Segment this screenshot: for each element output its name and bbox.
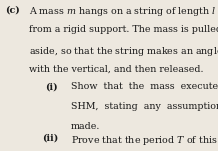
Text: (i): (i) <box>45 82 57 91</box>
Text: with the vertical, and then released.: with the vertical, and then released. <box>29 64 204 73</box>
Text: Prove that the period $T$ of this: Prove that the period $T$ of this <box>71 134 218 147</box>
Text: SHM,  stating  any  assumptions: SHM, stating any assumptions <box>71 102 218 111</box>
Text: aside, so that the string makes an angle $\theta$: aside, so that the string makes an angle… <box>29 45 218 58</box>
Text: A mass $m$ hangs on a string of length $l$: A mass $m$ hangs on a string of length $… <box>29 5 216 18</box>
Text: (ii): (ii) <box>43 134 59 143</box>
Text: (c): (c) <box>5 5 20 14</box>
Text: from a rigid support. The mass is pulled: from a rigid support. The mass is pulled <box>29 25 218 34</box>
Text: made.: made. <box>71 122 100 131</box>
Text: Show  that  the  mass  executes: Show that the mass executes <box>71 82 218 91</box>
